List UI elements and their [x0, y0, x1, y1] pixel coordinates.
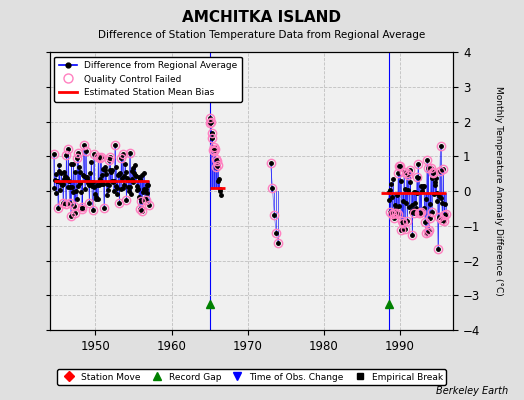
Text: Berkeley Earth: Berkeley Earth [436, 386, 508, 396]
Legend: Station Move, Record Gap, Time of Obs. Change, Empirical Break: Station Move, Record Gap, Time of Obs. C… [57, 369, 446, 385]
Text: AMCHITKA ISLAND: AMCHITKA ISLAND [182, 10, 342, 25]
Text: Difference of Station Temperature Data from Regional Average: Difference of Station Temperature Data f… [99, 30, 425, 40]
Y-axis label: Monthly Temperature Anomaly Difference (°C): Monthly Temperature Anomaly Difference (… [494, 86, 503, 296]
Legend: Difference from Regional Average, Quality Control Failed, Estimated Station Mean: Difference from Regional Average, Qualit… [54, 56, 242, 102]
